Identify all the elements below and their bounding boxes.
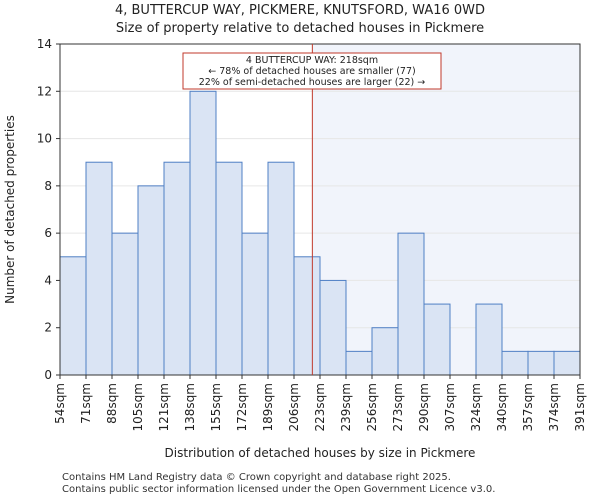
chart-title: Size of property relative to detached ho… — [115, 21, 485, 36]
histogram-bar — [397, 232, 425, 376]
x-tick-label: 307sqm — [443, 383, 457, 431]
x-tick-label: 239sqm — [339, 383, 353, 431]
x-tick-label: 223sqm — [313, 383, 327, 431]
x-tick-label: 88sqm — [105, 383, 119, 424]
x-tick-label: 357sqm — [521, 383, 535, 431]
y-tick-label: 4 — [44, 273, 52, 287]
footer-licence: Contains public sector information licen… — [62, 484, 496, 495]
histogram-bar — [501, 350, 529, 376]
annotation-box — [182, 52, 442, 90]
x-tick-label: 374sqm — [547, 383, 561, 431]
histogram-bar — [423, 303, 451, 376]
x-tick-label: 273sqm — [391, 383, 405, 431]
annotation-text: ← 78% of detached houses are smaller (77… — [208, 66, 415, 77]
x-tick-label: 121sqm — [157, 383, 171, 431]
histogram-bar — [189, 90, 217, 376]
histogram-bar — [475, 303, 503, 376]
histogram-bar — [371, 327, 399, 376]
histogram-bar — [163, 161, 191, 376]
histogram-bar — [111, 232, 139, 376]
x-tick-label: 206sqm — [287, 383, 301, 431]
y-tick-label: 8 — [44, 179, 52, 193]
y-tick-label: 2 — [44, 321, 52, 335]
histogram-bar — [215, 161, 243, 376]
histogram-chart: 0 2 4 6 8 10 12 14 54sqm 71sqm 88sqm 105sqm 121sqm 13… — [3, 37, 587, 460]
annotation-text: 22% of semi-detached houses are larger (… — [199, 77, 426, 88]
x-axis-label: Distribution of detached houses by size … — [165, 446, 476, 460]
y-tick-label: 6 — [44, 226, 52, 240]
y-tick-label: 14 — [37, 37, 52, 51]
x-tick-label: 290sqm — [417, 383, 431, 431]
histogram-bar — [137, 185, 165, 376]
x-tick-label: 138sqm — [183, 383, 197, 431]
plot-area: 0 2 4 6 8 10 12 14 54sqm 71sqm 88sqm 105sqm 121sqm 13… — [3, 37, 587, 460]
histogram-bar — [553, 350, 581, 376]
y-tick-label: 10 — [37, 132, 52, 146]
x-tick-label: 340sqm — [495, 383, 509, 431]
x-tick-label: 324sqm — [469, 383, 483, 431]
x-tick-label: 105sqm — [131, 383, 145, 431]
chart-title-address: 4, BUTTERCUP WAY, PICKMERE, KNUTSFORD, W… — [114, 3, 486, 18]
x-tick-label: 155sqm — [209, 383, 223, 431]
x-tick-label: 54sqm — [53, 383, 67, 424]
histogram-bar — [267, 161, 295, 376]
histogram-bar — [345, 350, 373, 376]
y-tick-label: 12 — [37, 84, 52, 98]
histogram-bar — [527, 350, 555, 376]
histogram-bar — [59, 256, 87, 376]
annotation-text: 4 BUTTERCUP WAY: 218sqm — [246, 55, 378, 66]
x-tick-label: 71sqm — [79, 383, 93, 424]
footer-copyright: Contains HM Land Registry data © Crown c… — [62, 472, 451, 483]
y-tick-label: 0 — [44, 368, 52, 382]
x-tick-label: 256sqm — [365, 383, 379, 431]
x-tick-label: 172sqm — [235, 383, 249, 431]
histogram-bar — [293, 256, 321, 376]
y-axis-label: Number of detached properties — [3, 115, 17, 304]
histogram-bar — [241, 232, 269, 376]
x-tick-label: 189sqm — [261, 383, 275, 431]
x-tick-label: 391sqm — [573, 383, 587, 431]
histogram-bar — [85, 161, 113, 376]
histogram-bar — [319, 279, 347, 376]
